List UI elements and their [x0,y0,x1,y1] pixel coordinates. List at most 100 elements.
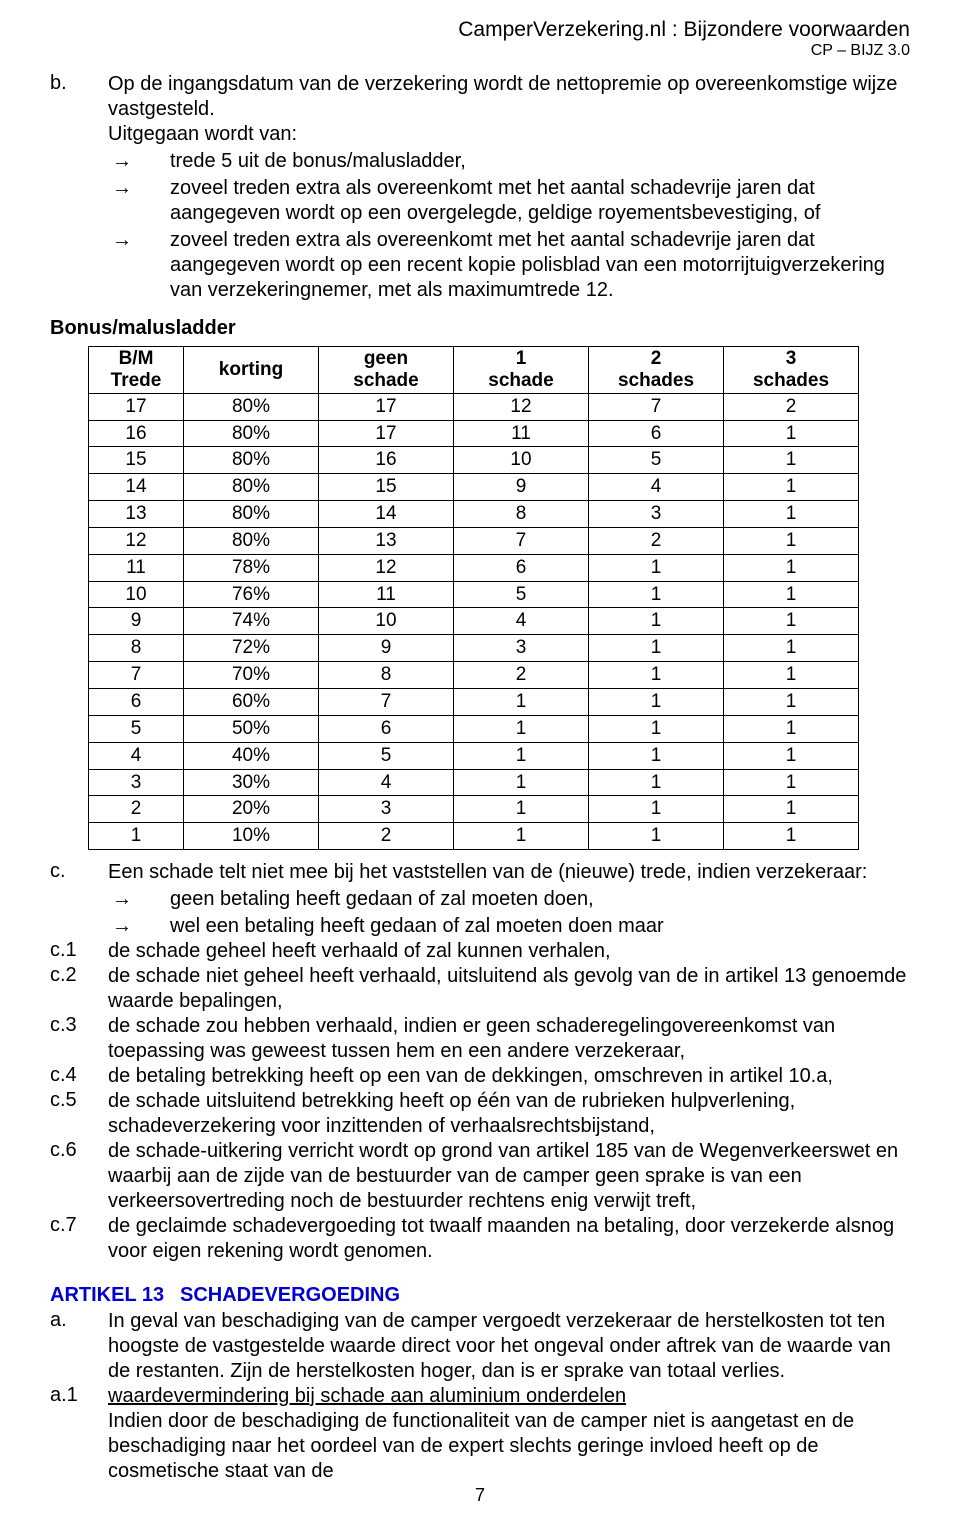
clause-b-line2: Uitgegaan wordt van: [108,122,910,147]
table-cell: 11 [319,581,454,608]
table-cell: 1 [454,823,589,850]
table-cell: 9 [89,608,184,635]
table-row: 660%7111 [89,688,859,715]
table-cell: 72% [184,635,319,662]
table-cell: 1 [454,742,589,769]
table-cell: 1 [589,662,724,689]
table-header-cell: B/MTrede [89,347,184,394]
clause-c6-label: c.6 [50,1139,108,1214]
clause-c2: c.2 de schade niet geheel heeft verhaald… [50,964,910,1014]
clause-c-bullet1-row: → geen betaling heeft gedaan of zal moet… [108,887,910,912]
clause-c-bullet1: geen betaling heeft gedaan of zal moeten… [170,887,910,912]
clause-a: a. In geval van beschadiging van de camp… [50,1309,910,1384]
table-cell: 3 [454,635,589,662]
clause-b-bullet2-row: → zoveel treden extra als overeenkomt me… [108,176,910,226]
table-cell: 1 [589,688,724,715]
table-cell: 50% [184,715,319,742]
clause-a1: a.1 waardevermindering bij schade aan al… [50,1384,910,1484]
table-cell: 80% [184,527,319,554]
clause-c3-label: c.3 [50,1014,108,1064]
table-cell: 15 [319,474,454,501]
table-cell: 1 [454,769,589,796]
table-cell: 80% [184,420,319,447]
table-cell: 8 [454,501,589,528]
table-cell: 9 [454,474,589,501]
table-cell: 7 [89,662,184,689]
table-cell: 11 [454,420,589,447]
table-cell: 2 [724,393,859,420]
table-row: 1480%15941 [89,474,859,501]
table-row: 770%8211 [89,662,859,689]
table-cell: 6 [589,420,724,447]
table-cell: 2 [589,527,724,554]
clause-b-text: Op de ingangsdatum van de verzekering wo… [108,73,897,120]
table-cell: 10% [184,823,319,850]
clause-c-body: Een schade telt niet mee bij het vastste… [108,860,910,939]
table-cell: 1 [589,796,724,823]
table-cell: 1 [589,581,724,608]
clause-c6-text: de schade-uitkering verricht wordt op gr… [108,1139,910,1214]
clause-c4-text: de betaling betrekking heeft op een van … [108,1064,910,1089]
table-row: 1580%161051 [89,447,859,474]
table-cell: 12 [319,554,454,581]
table-row: 550%6111 [89,715,859,742]
table-cell: 78% [184,554,319,581]
table-cell: 1 [589,715,724,742]
table-header-cell: 2schades [589,347,724,394]
bonus-malus-table: B/MTredekortinggeenschade1schade2schades… [88,346,859,850]
arrow-icon: → [108,228,170,303]
clause-c: c. Een schade telt niet mee bij het vast… [50,860,910,939]
clause-a1-title: waardevermindering bij schade aan alumin… [108,1385,626,1407]
table-cell: 1 [724,715,859,742]
table-cell: 30% [184,769,319,796]
clause-c5-text: de schade uitsluitend betrekking heeft o… [108,1089,910,1139]
table-cell: 4 [589,474,724,501]
table-cell: 1 [589,742,724,769]
document-page: CamperVerzekering.nl : Bijzondere voorwa… [0,0,960,1524]
table-cell: 4 [319,769,454,796]
table-header-cell: korting [184,347,319,394]
table-row: 1280%13721 [89,527,859,554]
table-cell: 1 [589,608,724,635]
table-cell: 80% [184,393,319,420]
table-cell: 80% [184,474,319,501]
table-cell: 2 [89,796,184,823]
table-cell: 6 [454,554,589,581]
table-row: 872%9311 [89,635,859,662]
table-cell: 17 [89,393,184,420]
table-cell: 15 [89,447,184,474]
table-cell: 4 [89,742,184,769]
clause-b: b. Op de ingangsdatum van de verzekering… [50,72,910,303]
clause-c7-text: de geclaimde schadevergoeding tot twaalf… [108,1214,910,1264]
clause-a1-label: a.1 [50,1384,108,1484]
clause-a-text: In geval van beschadiging van de camper … [108,1309,910,1384]
clause-b-bullet3: zoveel treden extra als overeenkomt met … [170,228,910,303]
table-cell: 1 [724,420,859,447]
clause-c1: c.1 de schade geheel heeft verhaald of z… [50,939,910,964]
table-cell: 10 [89,581,184,608]
table-cell: 1 [724,501,859,528]
table-cell: 1 [724,688,859,715]
table-cell: 1 [724,527,859,554]
table-cell: 5 [589,447,724,474]
clause-c5-label: c.5 [50,1089,108,1139]
clause-b-bullet3-row: → zoveel treden extra als overeenkomt me… [108,228,910,303]
clause-c1-label: c.1 [50,939,108,964]
table-cell: 5 [454,581,589,608]
table-cell: 70% [184,662,319,689]
table-cell: 5 [89,715,184,742]
table-cell: 5 [319,742,454,769]
table-cell: 8 [89,635,184,662]
clause-c6: c.6 de schade-uitkering verricht wordt o… [50,1139,910,1214]
table-cell: 1 [724,796,859,823]
table-row: 330%4111 [89,769,859,796]
clause-a1-text: Indien door de beschadiging de functiona… [108,1409,910,1484]
table-row: 220%3111 [89,796,859,823]
clause-c3: c.3 de schade zou hebben verhaald, indie… [50,1014,910,1064]
table-cell: 2 [319,823,454,850]
table-cell: 1 [589,769,724,796]
clause-a-label: a. [50,1309,108,1384]
table-cell: 1 [724,662,859,689]
table-cell: 7 [319,688,454,715]
table-cell: 40% [184,742,319,769]
